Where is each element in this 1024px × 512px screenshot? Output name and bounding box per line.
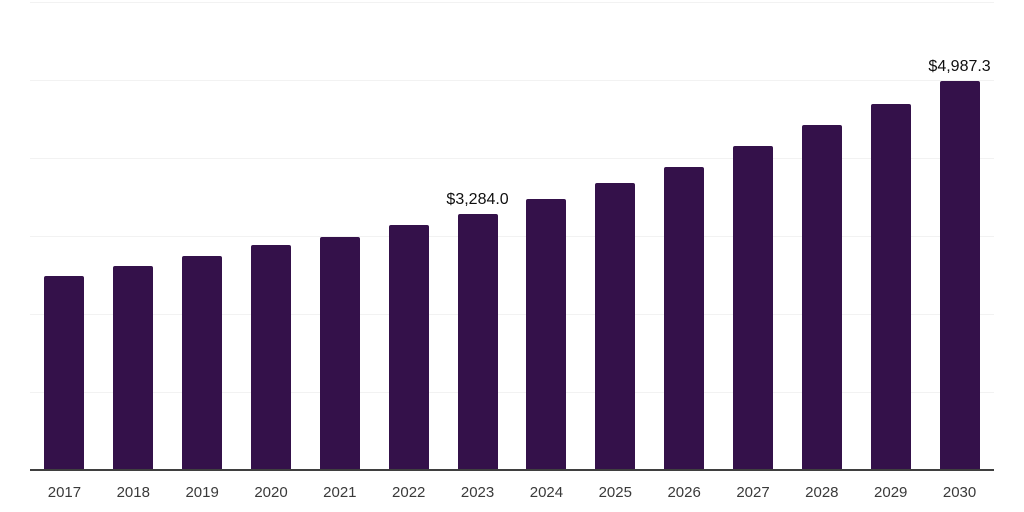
bar-2019	[182, 255, 223, 470]
x-axis-line	[30, 469, 994, 471]
x-tick-label-2020: 2020	[254, 484, 288, 501]
gridline-6000	[30, 2, 994, 3]
x-tick-label-2028: 2028	[805, 484, 839, 501]
x-tick-label-2018: 2018	[116, 484, 150, 501]
bar-2023	[457, 213, 498, 470]
x-tick-label-2027: 2027	[736, 484, 770, 501]
bar-2028	[801, 124, 842, 470]
x-tick-label-2030: 2030	[942, 484, 977, 501]
x-tick-label-2017: 2017	[47, 484, 82, 501]
x-tick-label-2019: 2019	[185, 484, 219, 501]
bar-2022	[388, 225, 429, 470]
bar-value-label-2023: $3,284.0	[446, 190, 509, 208]
bar-2020	[251, 245, 291, 470]
bar-2018	[113, 266, 154, 470]
gridline-3000	[30, 236, 994, 237]
gridline-5000	[30, 80, 994, 81]
gridline-2000	[30, 314, 994, 315]
x-tick-label-2026: 2026	[667, 484, 701, 501]
bar-2029	[870, 104, 911, 470]
bar-2021	[319, 236, 360, 470]
bar-2024	[526, 198, 567, 470]
gridline-1000	[30, 392, 994, 393]
bar-2025	[595, 182, 636, 470]
x-tick-label-2029: 2029	[874, 484, 908, 501]
bar-2030	[939, 81, 980, 470]
bar-2027	[733, 145, 773, 470]
gridline-4000	[30, 158, 994, 159]
bar-value-label-2030: $4,987.3	[928, 58, 991, 75]
x-tick-label-2023: 2023	[460, 484, 495, 501]
bar-2026	[664, 166, 705, 470]
x-tick-label-2022: 2022	[392, 484, 426, 501]
x-tick-label-2024: 2024	[529, 484, 564, 501]
x-tick-label-2025: 2025	[598, 484, 632, 501]
plot-area: 2017 2018 2019 2020 2021 2022 $3,284.0 2023 2024…	[30, 2, 994, 501]
x-tick-label-2021: 2021	[323, 484, 357, 501]
bar-2017	[44, 275, 85, 470]
